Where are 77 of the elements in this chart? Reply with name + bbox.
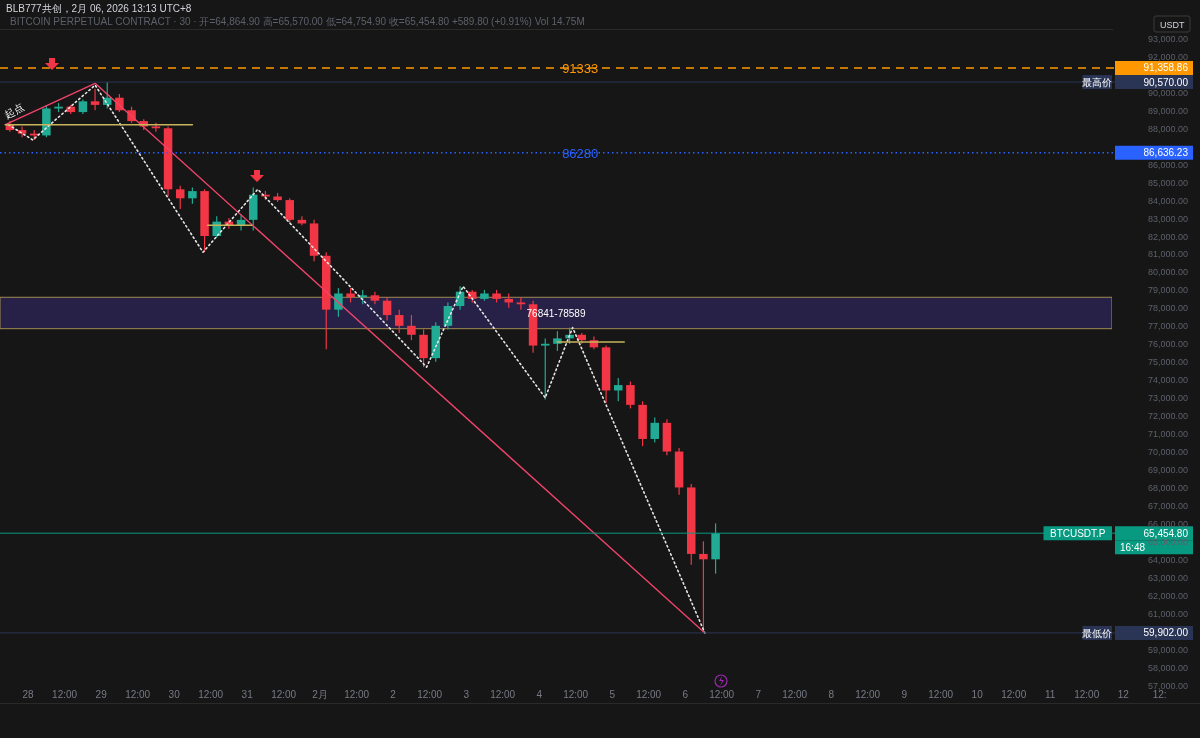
x-tick-label: 11 [1044,689,1056,700]
ref-line-label: 65,454.80 [1143,527,1189,539]
x-tick-label: 12:00 [1001,689,1027,700]
annotation: 起点 [2,100,26,121]
x-tick-label: 28 [22,689,35,700]
x-tick-label: 12:00 [709,689,735,700]
chart-title: BLB777共创，2月 06, 2026 13:13 UTC+8 [6,3,192,14]
y-tick-label: 81,000.00 [1147,249,1188,260]
y-tick-label: 72,000.00 [1147,411,1188,422]
annotation: BTCUSDT.P [1049,528,1106,540]
y-tick-label: 69,000.00 [1147,465,1188,476]
ref-line-label: 86,636.23 [1143,147,1189,159]
x-tick-label: 8 [828,689,835,700]
x-tick-label: 12:00 [417,689,443,700]
y-tick-label: 78,000.00 [1147,303,1188,314]
y-tick-label: 73,000.00 [1147,393,1188,404]
y-tick-label: 85,000.00 [1147,177,1188,188]
y-tick-label: 88,000.00 [1147,123,1188,134]
x-tick-label: 12:00 [490,689,516,700]
y-tick-label: 58,000.00 [1147,662,1188,673]
x-tick-label: 12:00 [52,689,78,700]
x-tick-label: 2月 [312,689,328,700]
y-tick-label: 74,000.00 [1147,375,1188,386]
y-tick-label: 61,000.00 [1147,608,1188,619]
y-tick-label: 92,000.00 [1147,51,1188,62]
y-tick-label: 82,000.00 [1147,231,1188,242]
y-tick-label: 59,000.00 [1147,644,1188,655]
ref-line-label: 91,358.86 [1143,62,1189,74]
x-tick-label: 9 [901,689,908,700]
x-tick-label: 10 [971,689,984,700]
y-tick-label: 93,000.00 [1147,33,1188,44]
x-tick-label: 30 [168,689,181,700]
x-tick-label: 12:00 [782,689,808,700]
y-tick-label: 65,000.00 [1147,536,1188,547]
x-tick-label: 31 [241,689,254,700]
y-tick-label: 89,000.00 [1147,105,1188,116]
x-tick-label: 6 [682,689,689,700]
y-tick-label: 67,000.00 [1147,500,1188,511]
x-tick-label: 12:00 [125,689,151,700]
x-tick-label: 12:00 [344,689,370,700]
x-tick-label: 12:00 [928,689,954,700]
y-tick-label: 63,000.00 [1147,572,1188,583]
x-tick-label: 12:00 [636,689,662,700]
annotation: 16:48 [1120,542,1146,554]
x-tick-label: 12:00 [855,689,881,700]
y-tick-label: 80,000.00 [1147,267,1188,278]
x-tick-label: 3 [463,689,470,700]
y-tick-label: 77,000.00 [1147,321,1188,332]
annotation: 86280 [562,145,599,161]
x-tick-label: 12:00 [271,689,297,700]
x-tick-label: 5 [609,689,616,700]
y-tick-label: 86,000.00 [1147,159,1188,170]
x-tick-label: 12:00 [198,689,224,700]
y-tick-label: 68,000.00 [1147,482,1188,493]
chart-subtitle: BITCOIN PERPETUAL CONTRACT · 30 · 开=64,864.90 高=65,570.00 低=64,754.90 收=65,454.80 +589.80 (+0.91%) Vol 14.75M [10,16,585,27]
y-tick-label: 71,000.00 [1147,429,1188,440]
y-axis-title: USDT [1160,20,1185,30]
x-tick-label: 12:00 [1074,689,1100,700]
y-tick-label: 70,000.00 [1147,447,1188,458]
y-tick-label: 57,000.00 [1147,680,1188,691]
x-tick-label: 4 [536,689,543,700]
x-tick-label: 12:00 [563,689,589,700]
y-tick-label: 75,000.00 [1147,357,1188,368]
ref-line-label: 59,902.00 [1143,627,1189,639]
x-tick-label: 29 [95,689,108,700]
y-tick-label: 62,000.00 [1147,590,1188,601]
x-tick-label: 12 [1117,689,1130,700]
x-tick-label: 2 [390,689,397,700]
y-tick-label: 64,000.00 [1147,554,1188,565]
ref-line-label: 90,570.00 [1143,76,1189,88]
y-tick-label: 84,000.00 [1147,195,1188,206]
y-tick-label: 76,000.00 [1147,339,1188,350]
x-tick-label: 7 [755,689,762,700]
y-tick-label: 90,000.00 [1147,87,1188,98]
y-tick-label: 83,000.00 [1147,213,1188,224]
y-tick-label: 79,000.00 [1147,285,1188,296]
x-tick-label: 12: [1152,689,1167,700]
